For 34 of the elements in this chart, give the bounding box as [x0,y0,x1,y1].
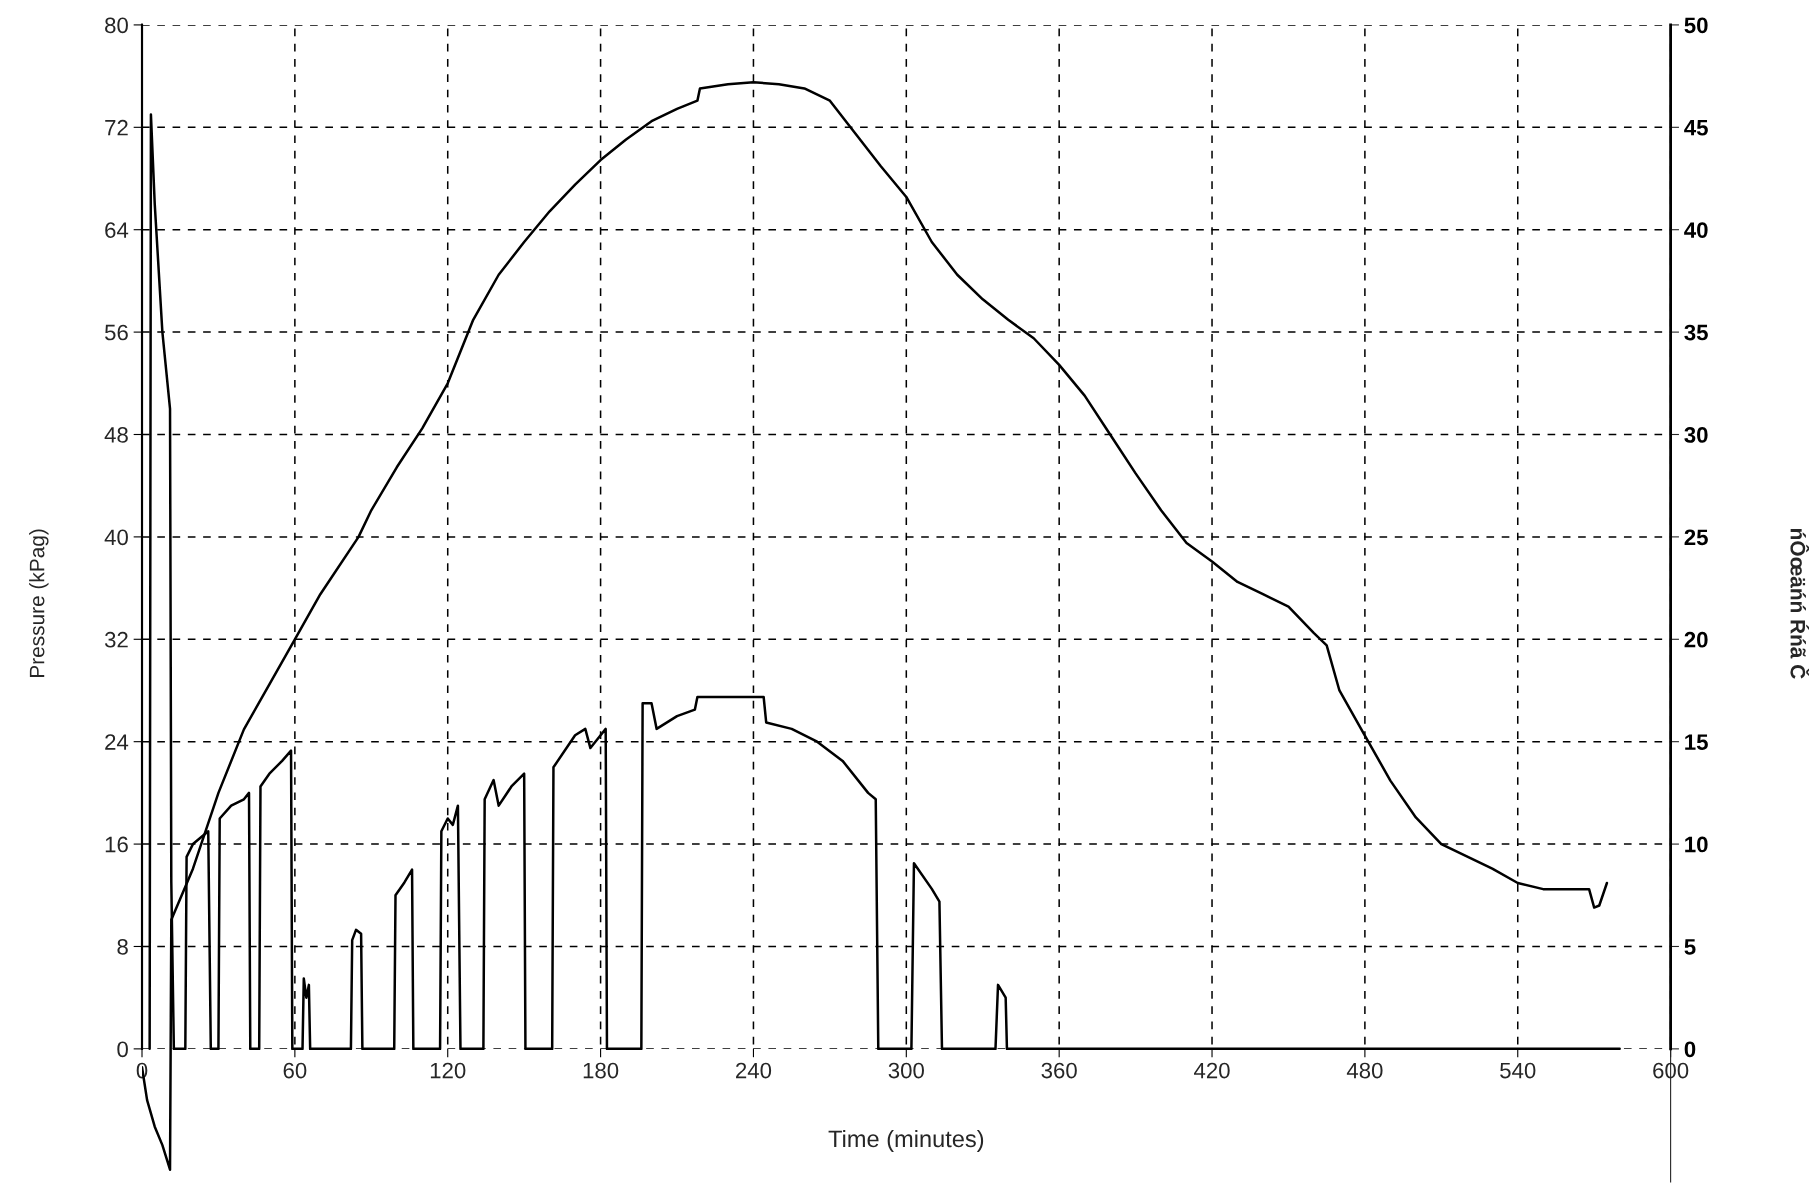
y2-tick-label: 40 [1684,222,1708,238]
y-tick-label: 48 [104,427,128,443]
x-tick-label: 60 [283,1062,307,1079]
y2-tick-label: 10 [1685,836,1708,853]
y-tick-label: 80 [105,17,128,34]
y-axis-title: Pressure (kPag) [29,529,49,677]
y-tick-label: 56 [104,324,128,341]
x-tick-label: 480 [1346,1062,1383,1079]
y2-tick-label: 50 [1684,17,1708,34]
y-tick-label: 64 [105,222,129,238]
x-tick-label: 420 [1194,1062,1230,1079]
x-tick-label: 180 [583,1062,619,1079]
y-tick-label: 0 [117,1041,128,1058]
y2-tick-label: 0 [1684,1041,1696,1058]
y2-tick-label: 25 [1684,529,1708,546]
x-tick-label: 120 [430,1062,466,1079]
x-axis-title: Time (minutes) [828,1129,984,1152]
y2-tick-label: 30 [1684,427,1708,443]
y2-tick-label: 45 [1684,120,1708,136]
y-tick-label: 16 [105,836,128,853]
y-tick-label: 32 [104,631,128,648]
y2-tick-label: 15 [1685,734,1708,750]
y-tick-label: 40 [104,529,128,546]
y-tick-label: 24 [105,734,129,750]
y-tick-label: 72 [105,119,128,136]
x-tick-label: 360 [1041,1062,1077,1079]
y2-tick-label: 5 [1684,939,1696,955]
y-tick-label: 8 [117,939,128,955]
y2-tick-label: 35 [1684,324,1708,341]
y2-axis-title: ńÔœäńń Ŕńã Č [1790,529,1809,679]
x-tick-label: 240 [736,1062,772,1079]
x-tick-label: 540 [1500,1062,1536,1079]
x-tick-label: 300 [888,1062,924,1079]
y2-tick-label: 20 [1684,631,1708,648]
